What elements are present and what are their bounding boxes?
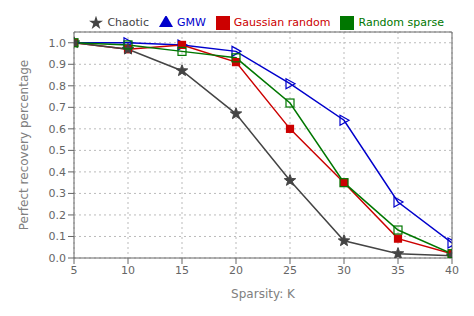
svg-text:0.7: 0.7: [49, 101, 67, 114]
svg-text:0.0: 0.0: [49, 252, 67, 265]
svg-text:0.6: 0.6: [49, 123, 67, 136]
svg-text:0.3: 0.3: [49, 187, 67, 200]
svg-text:Perfect recovery percentage: Perfect recovery percentage: [17, 60, 31, 231]
svg-text:0.2: 0.2: [49, 209, 67, 222]
svg-text:0.5: 0.5: [49, 144, 67, 157]
svg-text:0.4: 0.4: [49, 166, 67, 179]
svg-text:0.9: 0.9: [49, 58, 67, 71]
svg-text:0.8: 0.8: [49, 80, 67, 93]
html-text:GMW: GMW: [176, 16, 206, 29]
html-text:Random sparse: Random sparse: [358, 16, 444, 29]
html-text:Chaotic: Chaotic: [107, 16, 149, 29]
html-text:Gaussian random: Gaussian random: [233, 16, 331, 29]
svg-text:15: 15: [175, 264, 189, 277]
svg-text:10: 10: [121, 264, 135, 277]
svg-text:5: 5: [71, 264, 78, 277]
svg-text:40: 40: [445, 264, 459, 277]
svg-text:1.0: 1.0: [49, 37, 67, 50]
svg-text:20: 20: [229, 264, 243, 277]
svg-text:30: 30: [337, 264, 351, 277]
svg-text:Sparsity: K: Sparsity: K: [231, 287, 296, 301]
svg-text:25: 25: [283, 264, 297, 277]
svg-text:0.1: 0.1: [49, 230, 67, 243]
svg-text:35: 35: [391, 264, 405, 277]
